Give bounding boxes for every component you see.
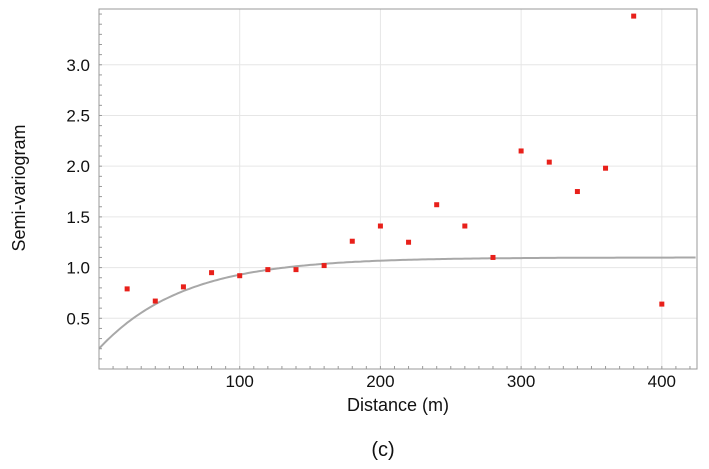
y-tick-label: 2.0	[66, 157, 90, 176]
x-tick-label: 300	[507, 372, 535, 391]
data-point	[124, 286, 130, 292]
data-point	[603, 165, 609, 171]
model-curve	[98, 256, 696, 350]
data-point	[321, 263, 327, 269]
data-points-layer	[124, 13, 665, 307]
data-point	[349, 238, 355, 244]
x-axis-label: Distance (m)	[347, 395, 449, 415]
y-tick-label: 0.5	[66, 309, 90, 328]
data-point	[462, 223, 468, 229]
data-point	[237, 273, 243, 279]
y-axis-label: Semi-variogram	[9, 124, 29, 251]
data-point	[180, 284, 186, 290]
data-point	[377, 223, 383, 229]
x-tick-label: 400	[648, 372, 676, 391]
data-point	[406, 239, 412, 245]
data-point	[631, 13, 637, 19]
data-point	[293, 267, 299, 273]
y-tick-label: 1.5	[66, 208, 90, 227]
figure-caption: (c)	[371, 439, 394, 461]
data-point	[152, 298, 158, 304]
y-tick-label: 2.5	[66, 106, 90, 125]
data-point	[265, 267, 271, 273]
y-tick-label: 1.0	[66, 259, 90, 278]
data-point	[490, 254, 496, 260]
x-tick-label: 100	[226, 372, 254, 391]
data-point	[574, 189, 580, 195]
data-point	[518, 148, 524, 154]
y-tick-label: 3.0	[66, 56, 90, 75]
data-point	[434, 202, 440, 208]
data-point	[546, 159, 552, 165]
data-point	[659, 301, 665, 307]
plot-frame	[98, 8, 698, 370]
x-tick-label: 200	[366, 372, 394, 391]
axis-ticks: 100 200 300 400 0.5 1.0 1.5 2.0 2.5 3.0	[66, 13, 691, 391]
data-point	[209, 270, 215, 276]
gridlines	[99, 9, 697, 369]
model-curve-layer	[98, 256, 696, 350]
